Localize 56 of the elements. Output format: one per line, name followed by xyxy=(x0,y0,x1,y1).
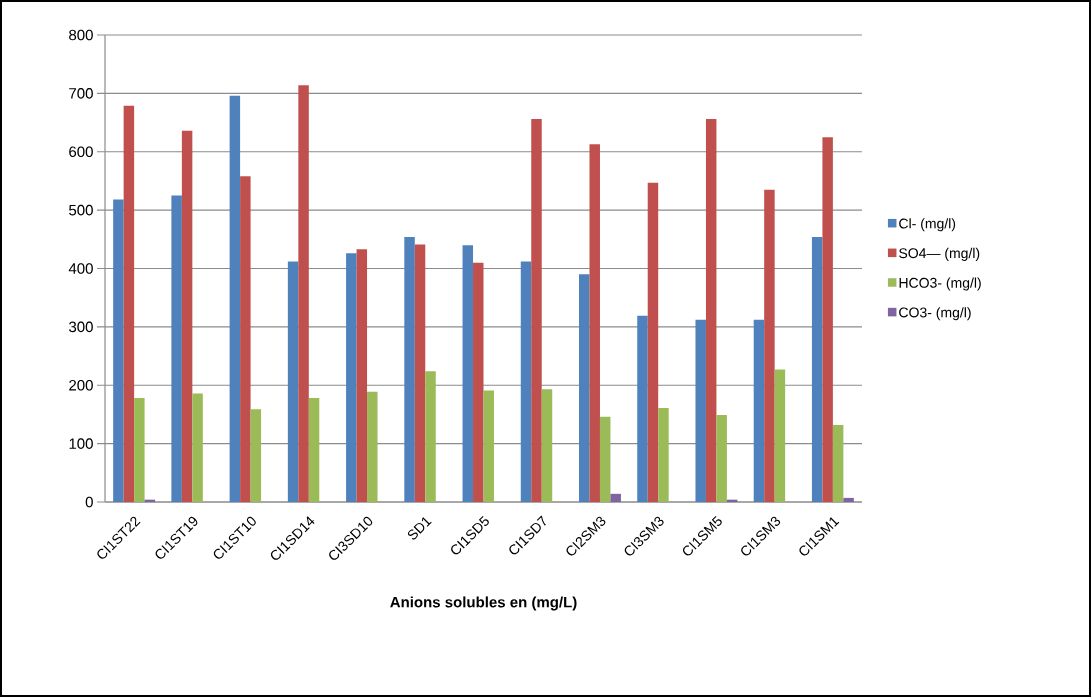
bar xyxy=(192,393,203,502)
bar xyxy=(589,144,600,502)
legend-label: HCO3- (mg/l) xyxy=(899,277,981,291)
bar xyxy=(610,493,621,502)
bar xyxy=(531,119,542,502)
bar xyxy=(764,189,775,502)
bar xyxy=(832,424,844,502)
y-tick-label: 700 xyxy=(69,88,93,99)
bar xyxy=(579,274,590,502)
y-tick-label: 100 xyxy=(69,438,93,449)
bar xyxy=(520,261,532,502)
bar xyxy=(637,315,648,502)
bar xyxy=(298,85,309,502)
bar xyxy=(811,236,823,502)
bar xyxy=(473,262,484,502)
bar xyxy=(716,415,727,502)
bar xyxy=(462,245,474,502)
bar xyxy=(425,371,436,502)
bar xyxy=(599,416,611,502)
y-tick-label: 200 xyxy=(69,379,93,391)
bar xyxy=(346,253,357,502)
bar xyxy=(287,261,299,502)
bar xyxy=(181,130,193,502)
y-tick-label: 600 xyxy=(69,146,93,158)
bar xyxy=(658,408,669,502)
bar xyxy=(229,95,241,502)
bar xyxy=(240,176,251,502)
bar xyxy=(113,199,124,502)
y-tick-label: 0 xyxy=(85,496,93,508)
bar xyxy=(404,236,415,502)
bar xyxy=(250,409,262,502)
bar xyxy=(541,389,553,502)
legend-label: Cl- (mg/l) xyxy=(899,218,956,232)
bar xyxy=(705,119,717,502)
bar xyxy=(822,137,833,502)
bar xyxy=(753,319,765,502)
bar xyxy=(134,398,145,502)
y-tick-label: 400 xyxy=(68,263,93,274)
x-axis-title: Anions solubles en (mg/L) xyxy=(390,596,577,611)
y-tick-label: 800 xyxy=(69,29,93,41)
legend-label: CO3- (mg/l) xyxy=(899,307,971,321)
bar xyxy=(695,319,706,502)
x-tick-label: SD1 xyxy=(407,517,432,540)
bar xyxy=(123,105,135,502)
bar xyxy=(483,390,494,502)
bar xyxy=(414,244,426,502)
bar xyxy=(308,398,320,502)
y-tick-label: 300 xyxy=(69,321,93,333)
y-tick-label: 500 xyxy=(69,204,93,216)
bar xyxy=(171,195,182,502)
bar xyxy=(367,391,378,502)
bar xyxy=(843,497,854,502)
bar xyxy=(356,249,368,502)
legend-label: SO4— (mg/l) xyxy=(899,247,980,261)
bar xyxy=(647,182,659,502)
bar xyxy=(774,369,786,502)
